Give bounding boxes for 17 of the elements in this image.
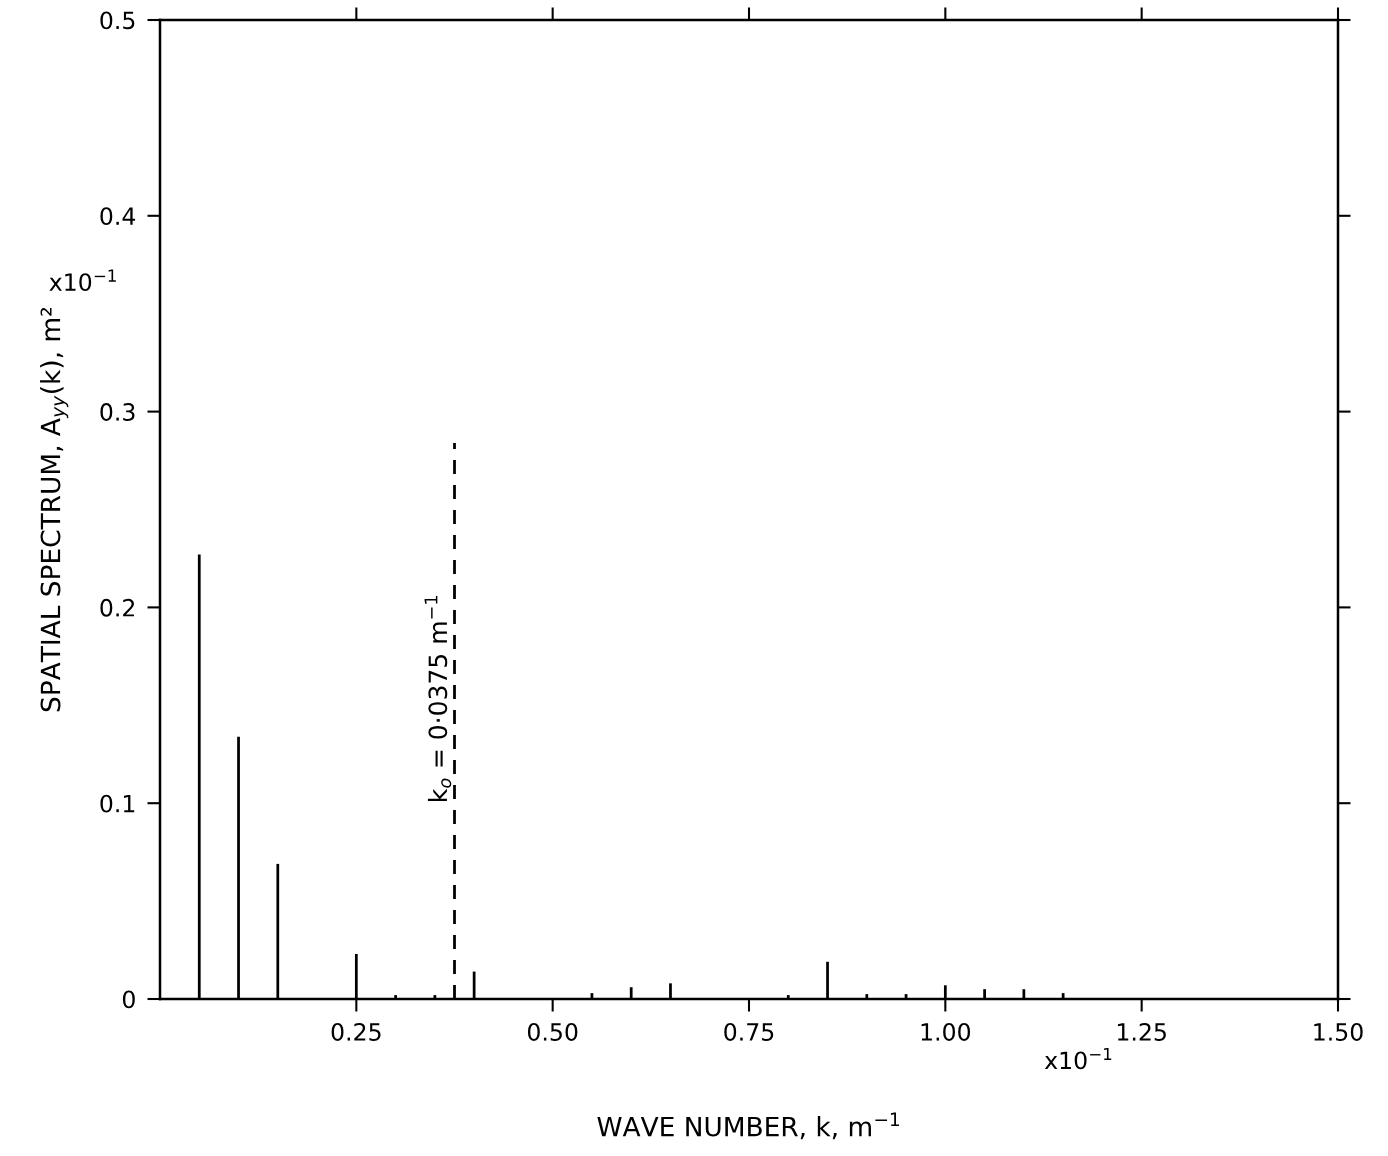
- x-axis-title: WAVE NUMBER, k, m$^{−1}$: [597, 1112, 899, 1140]
- x-tick-label: 0.75: [724, 1023, 774, 1041]
- x-tick-label: 0.25: [331, 1023, 381, 1041]
- ref-line-label: k$_{o}$ = 0·0375 m$^{−1}$: [424, 596, 452, 801]
- y-tick-label: 0.4: [100, 207, 136, 226]
- y-tick-label: 0.5: [100, 11, 135, 30]
- y-tick-label: 0: [122, 990, 135, 1009]
- y-tick-label: 0.3: [100, 403, 135, 421]
- x-tick-label: 0.50: [527, 1023, 578, 1041]
- text: x10$^{−1}$: [49, 269, 116, 292]
- y-tick-label: 0.2: [100, 598, 135, 617]
- y-axis-title: SPATIAL SPECTRUM, A$_{yy}$(k), m²: [40, 307, 69, 712]
- text: x10$^{−1}$: [1044, 1047, 1112, 1070]
- y-tick-label: 0.1: [100, 794, 135, 813]
- x-tick-label: 1.00: [921, 1023, 971, 1041]
- x-tick-label: 1.25: [1117, 1023, 1166, 1041]
- x-tick-label: 1.50: [1314, 1023, 1363, 1041]
